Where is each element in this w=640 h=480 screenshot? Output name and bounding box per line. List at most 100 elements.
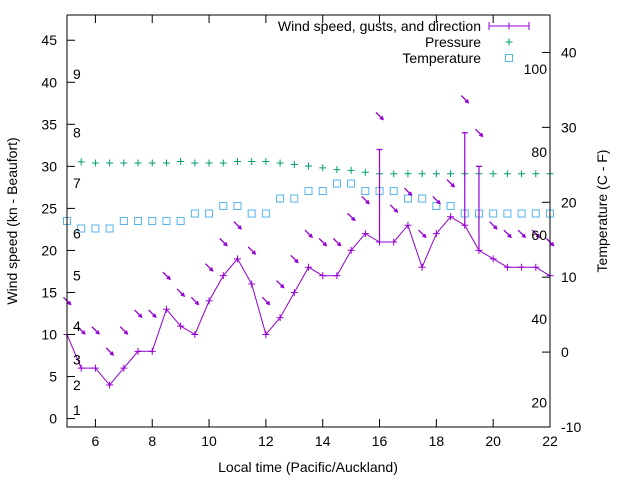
plot-data-layer <box>63 95 555 389</box>
y2-tick-label: -10 <box>561 419 581 435</box>
fahrenheit-label: 60 <box>531 227 547 243</box>
wind-speed-point <box>418 263 426 271</box>
y-tick-label: 40 <box>41 74 57 90</box>
x-tick-label: 18 <box>429 433 445 449</box>
gust-bar <box>376 148 383 243</box>
pressure-point <box>91 159 99 167</box>
pressure-point <box>162 159 170 167</box>
wind-speed-point <box>347 246 355 254</box>
wind-direction-arrow <box>517 229 527 239</box>
temperature-point <box>91 224 100 233</box>
temperature-point <box>134 217 143 225</box>
temperature-point <box>190 209 199 218</box>
y2-tick-label: 40 <box>561 44 577 60</box>
y2-tick-label: 30 <box>561 119 577 135</box>
y2-axis-label: Temperature (C - F) <box>594 150 610 273</box>
pressure-point <box>177 157 185 165</box>
beaufort-label: 9 <box>73 66 81 82</box>
wind-direction-arrow <box>148 309 157 318</box>
wind-direction-arrow <box>176 288 186 297</box>
temperature-point <box>105 224 114 233</box>
wind-direction-arrow <box>304 229 313 239</box>
pressure-point <box>418 170 426 178</box>
wind-speed-point <box>489 255 497 263</box>
pressure-point <box>219 159 227 167</box>
wind-speed-point <box>447 213 455 221</box>
y2-tick-label: 20 <box>561 194 577 210</box>
wind-speed-point <box>532 263 540 271</box>
wind-direction-arrow <box>91 326 100 335</box>
temperature-point <box>361 187 370 196</box>
plot-frame <box>66 14 551 428</box>
pressure-point <box>148 159 156 167</box>
wind-speed-point <box>361 230 369 238</box>
temperature-point <box>162 217 171 225</box>
pressure-point <box>489 170 497 178</box>
beaufort-label: 2 <box>73 377 81 393</box>
temperature-point <box>233 202 242 211</box>
wind-direction-arrow <box>503 229 512 239</box>
beaufort-label: 6 <box>73 226 81 242</box>
wind-speed-point <box>390 238 398 246</box>
y-tick-label: 35 <box>41 116 57 132</box>
temperature-point <box>318 187 327 196</box>
temperature-point <box>219 202 228 211</box>
beaufort-label: 8 <box>73 125 81 141</box>
fahrenheit-label: 40 <box>531 311 547 327</box>
temperature-point <box>119 217 128 225</box>
legend-label: Pressure <box>425 34 481 50</box>
legend-label: Wind speed, gusts, and direction <box>278 18 481 34</box>
beaufort-label: 3 <box>73 352 81 368</box>
y-tick-label: 10 <box>41 327 57 343</box>
temperature-point <box>489 209 498 218</box>
y-tick-label: 20 <box>41 242 57 258</box>
y-tick-label: 15 <box>41 284 57 300</box>
wind-direction-arrow <box>332 238 342 247</box>
legend-swatch-pressure <box>505 38 513 46</box>
x-tick-label: 12 <box>258 433 274 449</box>
pressure-point <box>404 170 412 178</box>
legend-swatch-temperature <box>505 54 513 62</box>
y-tick-label: 0 <box>49 411 57 427</box>
pressure-point <box>532 170 540 178</box>
wind-direction-arrow <box>418 229 427 239</box>
wind-direction-arrow <box>233 221 242 230</box>
wind-speed-point <box>262 331 270 339</box>
wind-direction-arrow <box>375 111 385 121</box>
wind-speed-point <box>404 221 412 229</box>
y2-tick-label: 0 <box>561 344 569 360</box>
x-tick-label: 6 <box>92 433 100 449</box>
wind-speed-point <box>77 364 85 372</box>
x-tick-label: 20 <box>485 433 501 449</box>
axes-layer: 6 8 10 12 14 16 18 20 22051015202530354045-10010… <box>41 15 581 449</box>
x-tick-label: 14 <box>315 433 331 449</box>
wind-speed-point <box>333 272 341 280</box>
y2-tick-label: 10 <box>561 269 577 285</box>
temperature-point <box>347 179 356 188</box>
wind-speed-point <box>290 288 298 296</box>
legend: Wind speed, gusts, and directionPressure… <box>278 18 530 66</box>
wind-direction-arrow <box>190 296 200 306</box>
y-tick-label: 45 <box>41 32 57 48</box>
fahrenheit-label: 100 <box>524 61 548 77</box>
temperature-point <box>389 187 398 196</box>
fahrenheit-label: 80 <box>531 144 547 160</box>
pressure-point <box>77 158 85 166</box>
temperature-point <box>148 217 157 225</box>
wind-direction-arrow <box>531 229 541 239</box>
x-tick-label: 16 <box>372 433 388 449</box>
temperature-point <box>531 209 540 218</box>
temperature-point <box>517 209 526 218</box>
pressure-point <box>347 166 355 174</box>
pressure-point <box>290 160 298 168</box>
wind-direction-arrow <box>247 246 257 255</box>
pressure-point <box>233 157 241 165</box>
wind-speed-point <box>91 364 99 372</box>
wind-direction-arrow <box>162 271 171 281</box>
temperature-point <box>205 209 214 218</box>
gust-bar <box>461 132 468 226</box>
legend-label: Temperature <box>402 50 481 66</box>
legend-swatch-wind <box>488 22 530 30</box>
temperature-point <box>176 217 185 225</box>
wind-speed-point <box>219 272 227 280</box>
